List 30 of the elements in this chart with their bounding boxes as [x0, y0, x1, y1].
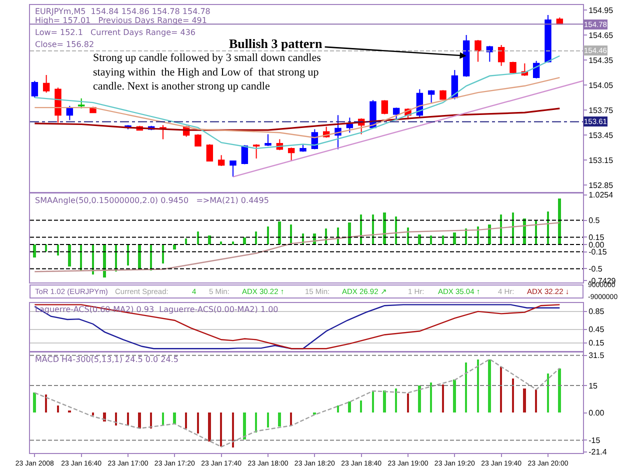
y-tick-label: 0.15: [588, 338, 605, 348]
y-tick-label: 0.45: [588, 325, 605, 334]
y-tick-label: -0.5: [588, 264, 603, 274]
y-tick-label: 1.0254: [588, 190, 614, 200]
y-tick-label: 153.15: [588, 156, 614, 165]
y-tick-label: 0.00: [588, 408, 605, 418]
y-tick-label: 15: [588, 381, 598, 390]
y-tick-label: 153.75: [588, 106, 614, 115]
y-tick-label: -0.15: [588, 248, 608, 257]
y-tick-label: 154.95: [588, 6, 614, 15]
y-tick-label: 0.00: [588, 240, 605, 250]
y-tick-label: -15: [588, 436, 601, 446]
annotation: Bullish 3 pattern: [229, 36, 323, 51]
y-tick-label: 31.5: [588, 351, 605, 360]
annotation: Strong up candle followed by 3 small down candles staying within the High and Low of that strong up candle. Next is another strong up candle: [93, 52, 321, 93]
chart-title: MACD H4-300(5,13,1) 24.5 0.0 24.5: [35, 355, 178, 364]
y-tick-label: 154.05: [588, 80, 614, 90]
y-tick-label: -21.4: [588, 448, 608, 457]
y-tick-label: 153.45: [588, 130, 614, 140]
chart-title: EURJPYm,M5 154.84 154.86 154.78 154.78: [35, 7, 210, 16]
y-tick-label: 0.5: [588, 216, 600, 226]
y-tick-label: 152.85: [588, 180, 614, 190]
annotation: Low= 152.1 Current Days Range= 436: [35, 28, 196, 37]
y-tick-label: 154.65: [588, 30, 614, 40]
annotation: Close= 156.82: [35, 40, 94, 49]
y-tick-label: 0.15: [588, 233, 605, 242]
chart-title: SMAAngle(50,0.15000000,2.0) 0.9450 =>MA(21) 0.4495: [35, 196, 269, 205]
y-tick-label: 0.85: [588, 307, 605, 316]
annotation: High= 157.01 Previous Days Range= 491: [35, 16, 207, 25]
y-tick-label: 154.35: [588, 56, 614, 65]
